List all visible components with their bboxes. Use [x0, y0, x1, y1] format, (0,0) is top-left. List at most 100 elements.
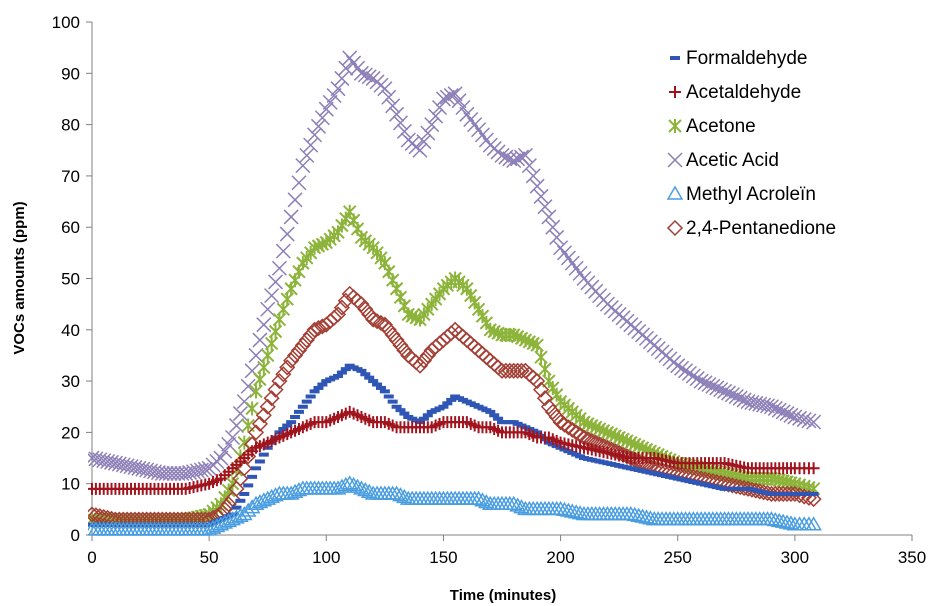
- data-point: [447, 86, 463, 102]
- data-point: [510, 151, 526, 167]
- data-point: [225, 429, 241, 446]
- data-point: [286, 347, 304, 364]
- data-point: [439, 89, 455, 105]
- y-tick-label: 20: [61, 423, 80, 442]
- data-point: [396, 123, 412, 139]
- legend-marker: [666, 219, 684, 237]
- data-point: [267, 274, 284, 290]
- data-point: [286, 483, 304, 498]
- x-axis-title: Time (minutes): [450, 587, 556, 604]
- legend-item: Acetaldehyde: [669, 82, 801, 103]
- data-point: [318, 101, 334, 117]
- data-point: [258, 452, 269, 457]
- data-point: [513, 499, 530, 514]
- data-point: [329, 306, 347, 323]
- legend-marker: [667, 152, 683, 168]
- data-point: [506, 152, 522, 169]
- data-point: [299, 147, 315, 163]
- y-tick-label: 70: [61, 167, 80, 186]
- data-point: [380, 321, 397, 338]
- legend: Formaldehyde Acetaldehyde Acetone Acetic Ac…: [666, 48, 836, 239]
- data-point: [200, 521, 218, 536]
- data-point: [724, 387, 740, 403]
- x-tick-label: 100: [312, 548, 340, 567]
- data-point: [257, 360, 271, 375]
- data-point: [243, 499, 261, 514]
- series-plus: [88, 405, 820, 495]
- data-point: [337, 292, 354, 309]
- y-tick-label: 30: [61, 372, 80, 391]
- data-point: [720, 385, 737, 401]
- legend-label: Acetic Acid: [686, 150, 779, 171]
- data-point: [264, 336, 279, 351]
- data-point: [563, 503, 581, 518]
- data-point: [689, 371, 705, 387]
- data-point: [383, 394, 394, 399]
- data-point: [249, 384, 263, 399]
- data-point: [307, 127, 323, 143]
- data-point: [256, 317, 272, 333]
- data-point: [261, 348, 275, 363]
- data-point: [771, 402, 787, 418]
- data-point: [517, 147, 533, 163]
- data-point: [345, 476, 362, 492]
- data-point: [509, 497, 526, 512]
- data-point: [396, 342, 413, 359]
- legend-marker: [669, 86, 681, 98]
- data-point: [360, 372, 371, 377]
- data-point: [485, 409, 496, 414]
- data-point: [356, 368, 367, 373]
- data-point: [420, 125, 436, 141]
- data-point: [287, 192, 303, 208]
- series-x: [88, 50, 822, 481]
- data-point: [805, 491, 822, 508]
- data-point: [717, 383, 733, 399]
- data-point: [379, 389, 390, 394]
- data-point: [349, 478, 366, 493]
- data-point: [239, 491, 250, 496]
- tick-labels: 0 10 20 30 40 50 60 70 80 90 100 0 50 100 150 200 250 300…: [52, 13, 927, 567]
- data-point: [782, 515, 800, 530]
- data-point: [540, 398, 557, 415]
- data-point: [763, 511, 780, 526]
- data-point: [336, 370, 347, 375]
- data-point: [392, 115, 409, 131]
- data-point: [392, 487, 409, 502]
- legend-label: Formaldehyde: [686, 48, 807, 69]
- data-point: [305, 394, 316, 399]
- data-point: [286, 420, 297, 425]
- data-point: [391, 404, 402, 409]
- data-point: [545, 219, 561, 235]
- data-point: [677, 363, 694, 379]
- data-point: [493, 416, 504, 421]
- data-point: [505, 362, 522, 379]
- data-point: [235, 498, 246, 503]
- data-point: [334, 70, 350, 86]
- x-tick-label: 250: [664, 548, 692, 567]
- data-point: [279, 226, 295, 242]
- data-point: [303, 137, 319, 153]
- data-point: [389, 106, 405, 122]
- data-point: [513, 362, 530, 379]
- data-point: [375, 385, 386, 390]
- data-point: [634, 508, 651, 523]
- data-point: [560, 502, 577, 517]
- y-tick-label: 50: [61, 270, 80, 289]
- data-point: [306, 321, 323, 338]
- data-point: [241, 418, 255, 433]
- legend-item: Methyl Acroleïn: [666, 184, 816, 205]
- data-point: [166, 465, 182, 481]
- data-point: [216, 514, 234, 529]
- data-point: [341, 475, 359, 490]
- data-point: [322, 94, 338, 110]
- x-tick-label: 0: [87, 548, 96, 567]
- data-point: [388, 485, 405, 500]
- data-point: [228, 509, 245, 524]
- data-point: [494, 147, 510, 163]
- data-point: [556, 416, 573, 433]
- data-point: [435, 91, 451, 107]
- data-point: [290, 415, 301, 420]
- data-point: [489, 413, 500, 418]
- data-point: [353, 65, 369, 81]
